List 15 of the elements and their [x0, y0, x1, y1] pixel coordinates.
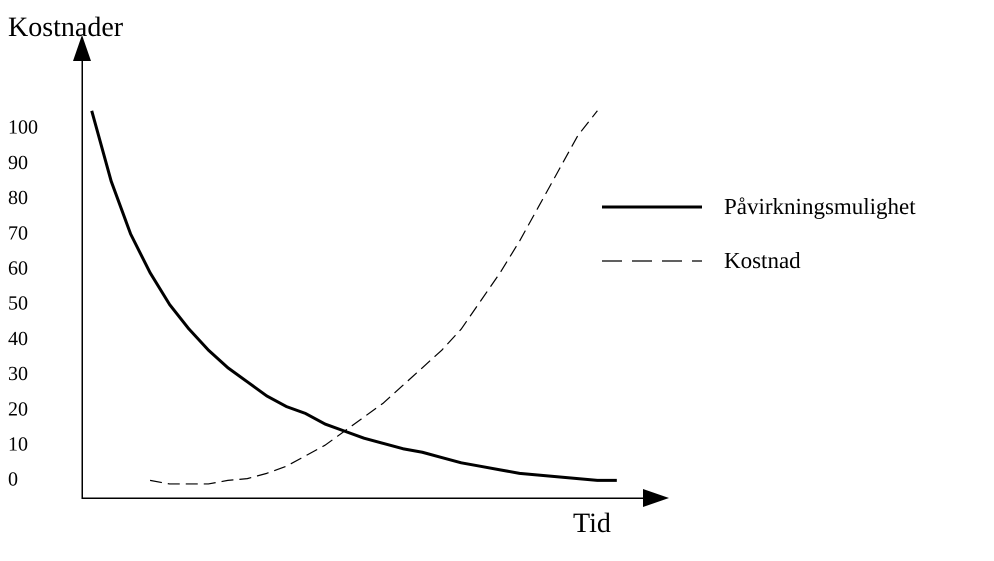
- legend-label: Påvirkningsmulighet: [724, 194, 916, 220]
- y-tick-label: 0: [8, 468, 18, 491]
- legend-label: Kostnad: [724, 248, 801, 274]
- y-tick-label: 10: [8, 433, 28, 456]
- y-tick-label: 70: [8, 222, 28, 244]
- y-tick-label: 60: [8, 257, 28, 280]
- x-axis-title: Tid: [573, 508, 611, 540]
- y-tick-label: 30: [8, 363, 28, 386]
- y-axis-title: Kostnader: [8, 12, 124, 44]
- y-tick-label: 100: [8, 116, 38, 139]
- y-tick-label: 50: [8, 292, 28, 315]
- y-tick-label: 40: [8, 328, 28, 350]
- y-tick-label: 20: [8, 398, 28, 420]
- y-tick-label: 80: [8, 187, 28, 210]
- y-tick-label: 90: [8, 152, 28, 174]
